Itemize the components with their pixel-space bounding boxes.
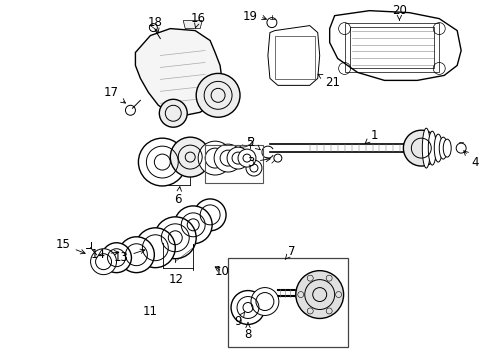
Circle shape <box>174 206 212 244</box>
Circle shape <box>230 291 264 324</box>
Polygon shape <box>183 21 202 28</box>
Text: 2: 2 <box>247 136 260 150</box>
Text: 15: 15 <box>56 238 85 254</box>
Ellipse shape <box>427 131 435 165</box>
Circle shape <box>196 73 240 117</box>
Text: 10: 10 <box>214 265 229 278</box>
Bar <box>349 27 433 68</box>
Bar <box>205 145 263 183</box>
Circle shape <box>226 147 248 169</box>
Circle shape <box>238 149 255 167</box>
Text: 7: 7 <box>285 245 295 259</box>
Text: 12: 12 <box>168 273 183 286</box>
Text: 1: 1 <box>365 129 378 144</box>
Circle shape <box>214 144 242 172</box>
Text: 18: 18 <box>147 16 163 33</box>
Text: 8: 8 <box>244 322 251 341</box>
Circle shape <box>250 288 278 315</box>
Polygon shape <box>267 26 319 85</box>
Text: 19: 19 <box>243 10 258 23</box>
Text: 13: 13 <box>113 249 144 264</box>
Ellipse shape <box>422 128 429 168</box>
Text: 17: 17 <box>103 86 125 103</box>
Circle shape <box>102 243 131 273</box>
Text: 21: 21 <box>317 74 339 89</box>
Text: 6: 6 <box>174 187 182 206</box>
Text: 9: 9 <box>234 312 244 328</box>
Circle shape <box>138 138 186 186</box>
Circle shape <box>245 160 262 176</box>
Text: 20: 20 <box>391 4 406 20</box>
Text: 11: 11 <box>142 305 158 318</box>
Polygon shape <box>329 11 460 80</box>
Circle shape <box>170 137 210 177</box>
Bar <box>274 36 314 80</box>
Circle shape <box>90 249 116 275</box>
Circle shape <box>198 141 232 175</box>
Circle shape <box>154 217 196 259</box>
Bar <box>227 258 347 347</box>
Circle shape <box>159 99 187 127</box>
Ellipse shape <box>438 137 447 159</box>
Bar <box>344 23 438 72</box>
Circle shape <box>295 271 343 319</box>
Text: 5: 5 <box>246 136 253 149</box>
Text: 16: 16 <box>190 12 205 28</box>
Circle shape <box>118 237 154 273</box>
Ellipse shape <box>433 134 441 162</box>
Text: 3: 3 <box>247 156 270 168</box>
Text: 4: 4 <box>463 151 478 168</box>
Circle shape <box>194 199 225 231</box>
Ellipse shape <box>442 139 450 157</box>
Polygon shape <box>135 28 222 115</box>
Circle shape <box>403 130 438 166</box>
Text: 14: 14 <box>90 248 119 261</box>
Circle shape <box>135 228 175 268</box>
